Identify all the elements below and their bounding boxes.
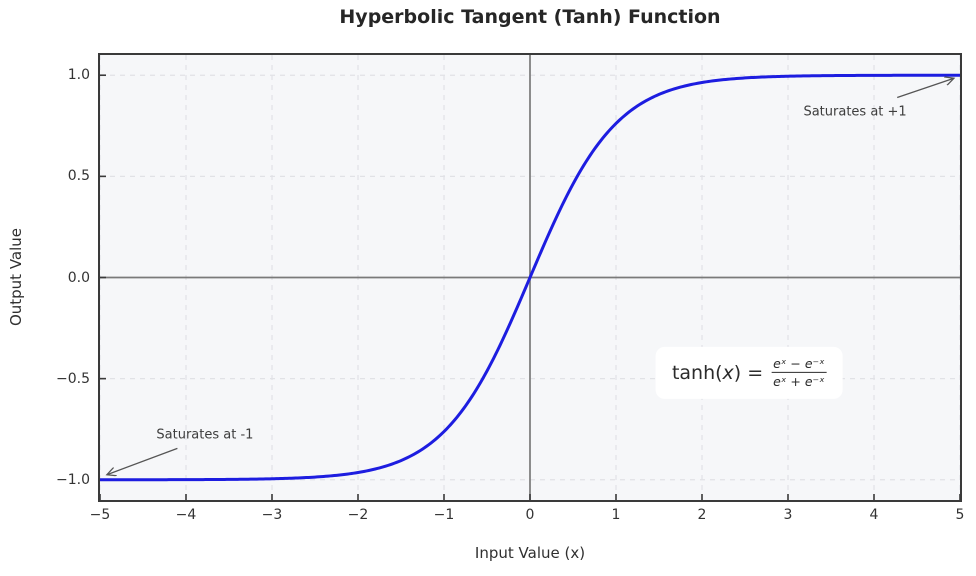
chart-title: Hyperbolic Tangent (Tanh) Function (339, 6, 721, 28)
formula-box: tanh(x) = eˣ − e⁻ˣ eˣ + e⁻ˣ (655, 346, 843, 399)
x-tick-label: 2 (697, 507, 707, 523)
formula-numerator: eˣ − e⁻ˣ (771, 355, 827, 374)
x-tick-label: 0 (525, 507, 535, 523)
x-tick-label: 3 (783, 507, 793, 523)
formula-lhs: tanh(x) = (671, 361, 764, 384)
plot-area (98, 53, 962, 502)
y-tick-label: −0.5 (56, 370, 90, 387)
y-tick-label: 1.0 (67, 67, 90, 84)
annotation-arrow (897, 78, 954, 99)
formula-denominator: eˣ + e⁻ˣ (773, 374, 825, 390)
tanh-curve (100, 73, 960, 482)
x-axis-label: Input Value (x) (474, 544, 586, 562)
plot-svg (100, 55, 960, 500)
annotation-saturates-minus-one: Saturates at -1 (156, 427, 254, 443)
x-tick-label: −2 (347, 507, 369, 523)
annotation-arrow (107, 447, 178, 474)
y-tick-label: 0.0 (67, 269, 90, 286)
x-tick-label: −4 (175, 507, 197, 523)
x-tick-label: −1 (433, 507, 455, 523)
x-tick-label: 1 (611, 507, 621, 523)
x-tick-label: 5 (955, 507, 965, 523)
y-tick-label: −1.0 (56, 471, 90, 488)
y-tick-label: 0.5 (67, 168, 90, 185)
x-tick-label: −5 (89, 507, 111, 523)
x-tick-label: 4 (869, 507, 879, 523)
annotation-saturates-plus-one: Saturates at +1 (803, 104, 907, 120)
x-tick-label: −3 (261, 507, 283, 523)
formula-fraction: eˣ − e⁻ˣ eˣ + e⁻ˣ (771, 355, 827, 389)
